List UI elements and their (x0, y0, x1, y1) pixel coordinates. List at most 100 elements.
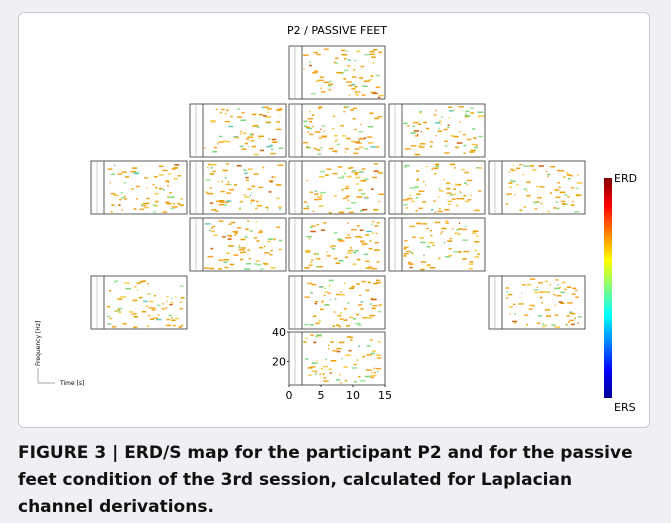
speckle (375, 281, 382, 284)
speckle (521, 292, 523, 294)
speckle (376, 367, 382, 370)
speckle (221, 180, 224, 183)
speckle (446, 187, 451, 190)
speckle (226, 109, 229, 112)
speckle (350, 336, 354, 339)
speckle (180, 297, 185, 299)
speckle (147, 293, 150, 295)
speckle (419, 111, 423, 113)
speckle (108, 317, 113, 320)
speckle (470, 149, 476, 152)
speckle (124, 282, 130, 284)
speckle (239, 207, 241, 209)
speckle (340, 72, 344, 74)
speckle (359, 137, 363, 140)
speckle (349, 339, 353, 341)
speckle (226, 183, 230, 186)
speckle (367, 125, 374, 128)
speckle (522, 284, 526, 286)
speckle (134, 172, 140, 175)
speckle (547, 175, 549, 178)
speckle (333, 61, 336, 64)
erds-map (288, 217, 386, 272)
speckle (224, 266, 229, 269)
speckle (168, 173, 172, 175)
speckle (305, 337, 308, 340)
speckle (567, 196, 570, 198)
speckle (132, 299, 138, 302)
speckle (366, 354, 373, 356)
speckle (224, 201, 230, 204)
speckle (347, 59, 350, 61)
speckle (378, 304, 382, 306)
speckle (323, 81, 329, 84)
speckle (434, 163, 440, 166)
speckle (371, 232, 374, 234)
speckle (220, 190, 225, 193)
speckle (518, 303, 524, 305)
speckle (550, 166, 556, 168)
speckle (539, 296, 543, 299)
speckle (335, 324, 340, 327)
speckle (360, 179, 366, 182)
speckle (245, 176, 249, 179)
speckle (348, 211, 354, 214)
speckle (209, 202, 214, 204)
speckle (333, 232, 338, 234)
speckle (523, 165, 530, 167)
speckle (253, 237, 258, 239)
speckle (205, 179, 211, 181)
speckle (358, 375, 361, 378)
speckle (418, 123, 422, 126)
speckle (264, 264, 267, 266)
speckle (210, 163, 217, 166)
speckle (566, 174, 571, 176)
speckle (335, 293, 340, 296)
speckle (425, 165, 428, 168)
speckle (110, 192, 116, 195)
speckle (443, 128, 448, 131)
speckle (336, 139, 339, 141)
speckle (278, 248, 282, 251)
speckle (403, 166, 407, 168)
speckle (117, 307, 123, 310)
speckle (171, 319, 176, 322)
speckle (275, 128, 282, 131)
speckle (570, 323, 575, 326)
speckle (337, 314, 342, 317)
speckle (375, 232, 378, 235)
speckle (351, 76, 357, 78)
speckle (113, 194, 119, 197)
speckle (453, 193, 456, 196)
erds-map (90, 160, 188, 215)
speckle (372, 220, 375, 223)
speckle (178, 326, 182, 328)
speckle (363, 137, 367, 139)
erds-map (189, 160, 287, 215)
speckle (248, 257, 251, 260)
speckle (218, 220, 224, 222)
speckle (234, 234, 237, 236)
speckle (511, 169, 517, 172)
speckle (566, 324, 568, 326)
speckle (223, 258, 229, 261)
speckle (338, 240, 345, 242)
speckle (332, 150, 338, 152)
speckle (209, 229, 211, 232)
speckle (578, 316, 582, 318)
speckle (323, 130, 325, 133)
speckle (439, 208, 441, 210)
speckle (360, 237, 363, 239)
speckle (461, 228, 467, 231)
speckle (237, 116, 243, 118)
speckle (415, 210, 418, 212)
speckle (454, 167, 456, 169)
speckle (354, 85, 358, 88)
speckle (378, 51, 382, 54)
speckle (256, 126, 260, 129)
speckle (345, 256, 349, 259)
speckle (457, 251, 462, 253)
speckle (318, 106, 323, 108)
speckle (175, 317, 180, 320)
speckle (446, 192, 452, 195)
